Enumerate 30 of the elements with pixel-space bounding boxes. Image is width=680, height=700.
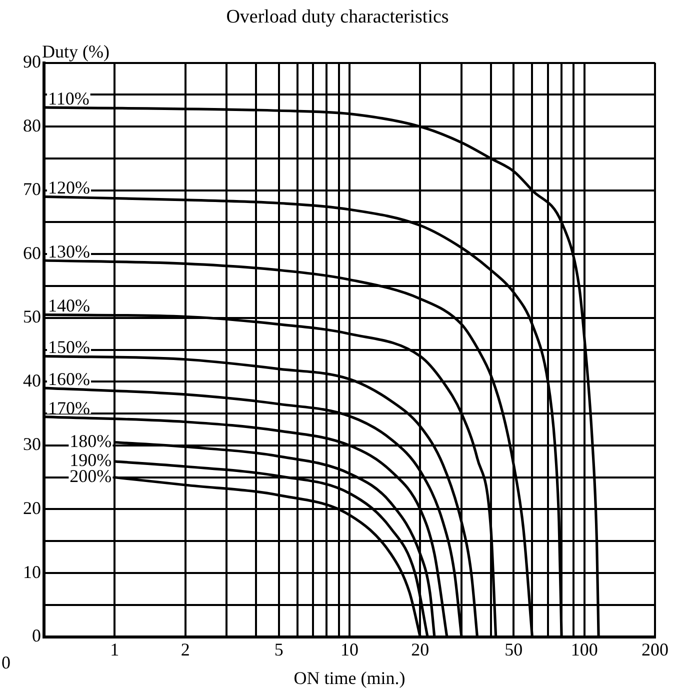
series-label: 120%	[48, 178, 90, 198]
series-label: 160%	[48, 369, 90, 390]
x-tick-label: 100	[570, 639, 598, 660]
x-tick-label: 50	[504, 639, 523, 660]
y-tick-label: 60	[23, 242, 41, 263]
y-tick-label: 0	[32, 626, 41, 646]
series-label: 140%	[48, 296, 90, 316]
chart-title: Overload duty characteristics	[226, 6, 449, 28]
series-label: 150%	[48, 337, 90, 358]
y-tick-label: 50	[23, 306, 41, 327]
y-tick-label: 90	[23, 52, 41, 72]
x-tick-label: 20	[411, 639, 430, 660]
y-tick-label: 80	[23, 115, 41, 136]
text: 0	[2, 652, 10, 673]
series-label: 170%	[48, 398, 90, 418]
x-tick-label: 1	[110, 639, 120, 660]
x-tick-label: 10	[340, 639, 358, 660]
y-tick-label: 70	[23, 179, 41, 200]
x-tick-label: 200	[642, 639, 668, 660]
x-tick-label: 5	[274, 639, 284, 660]
series-label: 130%	[48, 242, 90, 262]
y-tick-label: 10	[23, 562, 41, 582]
y-axis-title: Duty (%)	[42, 42, 110, 62]
x-tick-label: 2	[180, 639, 190, 660]
y-tick-label: 30	[23, 434, 41, 454]
y-tick-label: 40	[23, 370, 41, 390]
y-tick-label: 20	[23, 498, 41, 518]
series-label: 180%	[70, 431, 112, 452]
x-axis-title: ON time (min.)	[294, 668, 406, 688]
series-label: 110%	[48, 88, 90, 108]
